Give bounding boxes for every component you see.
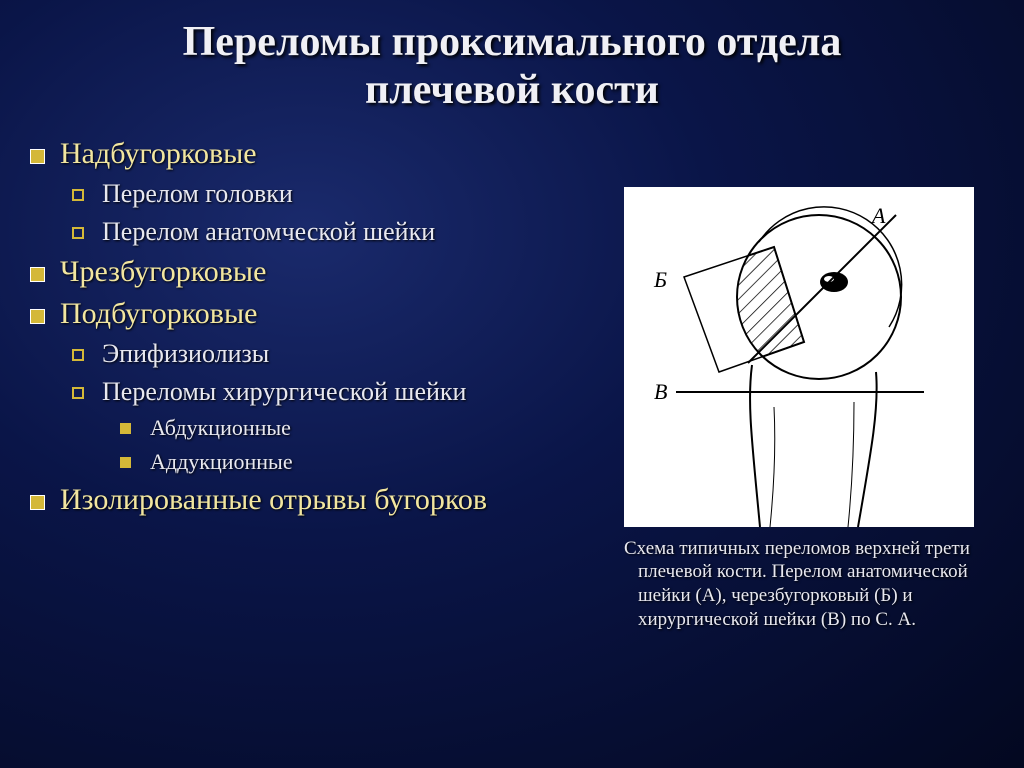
- item-text: Перелом головки: [102, 179, 293, 208]
- item-text: Надбугорковые: [60, 137, 257, 170]
- bullet-icon: [120, 457, 131, 468]
- item-text: Изолированные отрывы бугорков: [60, 483, 487, 516]
- svg-text:А: А: [870, 203, 886, 228]
- item-text: Подбугорковые: [60, 297, 257, 330]
- item-text: Абдукционные: [150, 415, 291, 440]
- figure-caption: Схема типичных переломов верхней трети п…: [618, 537, 994, 632]
- item-text: Чрезбугорковые: [60, 255, 266, 288]
- item-text: Переломы хирургической шейки: [102, 377, 466, 406]
- list-item: Подбугорковые: [30, 297, 594, 331]
- bullet-icon: [30, 309, 45, 324]
- outline-list: Надбугорковые Перелом головки Перелом ан…: [30, 137, 594, 517]
- list-item: Чрезбугорковые: [30, 255, 594, 289]
- outline-column: Надбугорковые Перелом головки Перелом ан…: [30, 137, 594, 632]
- bullet-icon: [30, 495, 45, 510]
- bullet-icon: [72, 349, 84, 361]
- item-text: Аддукционные: [150, 449, 293, 474]
- list-item: Изолированные отрывы бугорков: [30, 483, 594, 517]
- list-item: Переломы хирургической шейки: [72, 377, 594, 407]
- slide-title: Переломы проксимального отдела плечевой …: [30, 18, 994, 115]
- item-text: Эпифизиолизы: [102, 339, 269, 368]
- list-item: Абдукционные: [120, 415, 594, 441]
- item-text: Перелом анатомческой шейки: [102, 217, 435, 246]
- title-line-2: плечевой кости: [365, 67, 659, 113]
- list-item: Аддукционные: [120, 449, 594, 475]
- title-line-1: Переломы проксимального отдела: [183, 19, 842, 65]
- bullet-icon: [30, 149, 45, 164]
- bullet-icon: [72, 387, 84, 399]
- list-item: Эпифизиолизы: [72, 339, 594, 369]
- bullet-icon: [72, 227, 84, 239]
- figure-column: А Б В Схема типичных переломов верхней т…: [594, 137, 994, 632]
- bullet-icon: [72, 189, 84, 201]
- svg-text:В: В: [654, 379, 667, 404]
- svg-text:Б: Б: [653, 267, 667, 292]
- list-item: Перелом анатомческой шейки: [72, 217, 594, 247]
- bone-diagram: А Б В: [624, 187, 974, 527]
- bullet-icon: [30, 267, 45, 282]
- slide-content: Надбугорковые Перелом головки Перелом ан…: [30, 137, 994, 632]
- list-item: Перелом головки: [72, 179, 594, 209]
- list-item: Надбугорковые: [30, 137, 594, 171]
- bullet-icon: [120, 423, 131, 434]
